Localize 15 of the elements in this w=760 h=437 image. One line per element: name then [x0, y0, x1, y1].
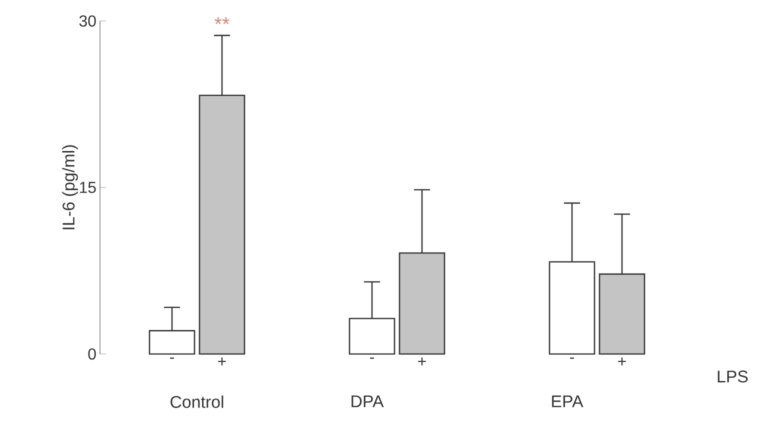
x-tick-label: +: [618, 358, 626, 366]
y-tick-label: 30: [79, 15, 96, 27]
x-tick-label: -: [370, 358, 374, 359]
annotation: **: [214, 17, 230, 24]
y-tick-label: 0: [88, 348, 96, 360]
x-tick-label: -: [170, 358, 174, 359]
y-tick-label: 15: [80, 182, 96, 194]
x-tick-label: +: [418, 358, 426, 366]
text: Control: [170, 396, 224, 408]
text: EPA: [552, 396, 584, 408]
x-tick-label: -: [570, 358, 574, 359]
text: DPA: [352, 396, 384, 408]
text: LPS: [718, 370, 748, 383]
x-tick-label: +: [218, 358, 226, 366]
y-axis-title: IL-6 (pg/ml): [62, 145, 78, 230]
